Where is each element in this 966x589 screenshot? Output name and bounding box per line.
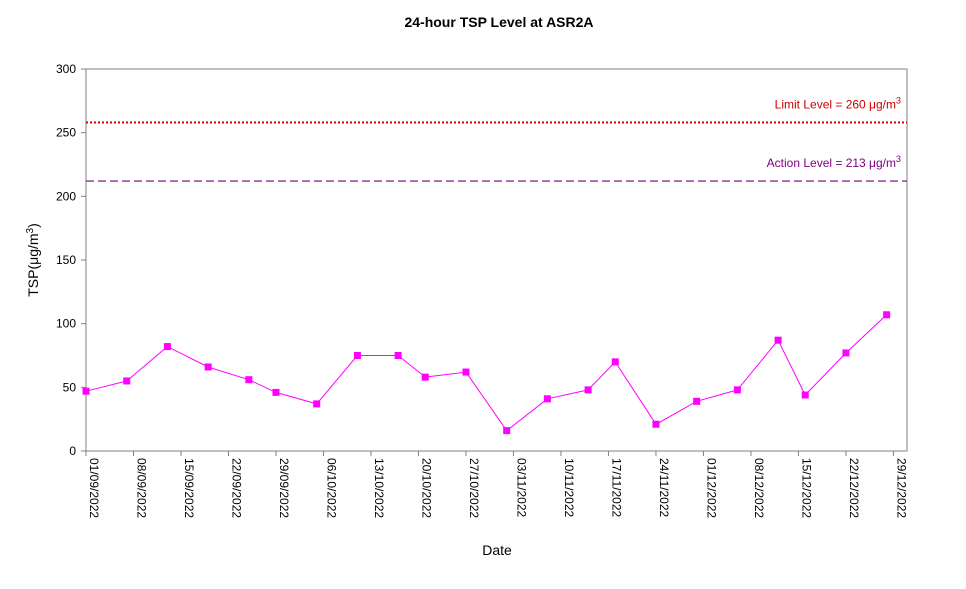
data-point [652,420,660,428]
data-point [503,427,511,435]
x-axis-label: Date [482,542,512,558]
y-tick-label: 150 [56,253,76,267]
data-point [353,352,361,359]
y-tick-label: 100 [56,317,76,331]
x-tick-label: 01/12/2022 [704,458,718,518]
data-point [883,311,891,319]
data-point [584,386,592,394]
x-tick-label: 22/12/2022 [847,458,861,518]
data-point [272,388,280,396]
y-tick-label: 300 [56,62,76,76]
y-tick-label: 0 [69,444,76,458]
data-point [245,376,253,384]
data-point [543,395,551,403]
x-tick-label: 13/10/2022 [372,458,386,518]
x-tick-label: 15/12/2022 [799,458,813,518]
y-tick-label: 250 [56,126,76,140]
data-point [163,343,171,351]
data-point [82,387,90,395]
reference-line-label: Limit Level = 260 μg/m3 [775,95,901,111]
x-tick-label: 08/09/2022 [134,458,148,518]
plot-area [85,68,908,452]
data-point [204,363,212,371]
x-tick-label: 03/11/2022 [514,458,528,517]
data-point [733,386,741,394]
x-tick-label: 29/09/2022 [277,458,291,518]
x-tick-label: 17/11/2022 [609,458,623,517]
y-axis-label: TSP(μg/m3) [25,223,41,297]
data-point [421,373,429,381]
reference-lines: Limit Level = 260 μg/m3 Action Level = 21… [86,95,907,182]
chart-title: 24-hour TSP Level at ASR2A [404,14,593,30]
data-point [462,368,470,376]
x-tick-label: 27/10/2022 [467,458,481,518]
data-point [693,397,701,405]
x-tick-label: 15/09/2022 [182,458,196,518]
x-tick-label: 24/11/2022 [657,458,671,517]
x-tick-label: 22/09/2022 [229,458,243,518]
x-tick-label: 20/10/2022 [419,458,433,518]
data-point [611,358,619,366]
series-line [85,314,887,432]
x-tick-label: 08/12/2022 [752,458,766,518]
y-tick-label: 50 [63,380,77,394]
x-axis: 01/09/2022 08/09/2022 15/09/2022 22/09/2022… [85,451,908,518]
x-tick-label: 29/12/2022 [894,458,908,518]
x-tick-label: 06/10/2022 [324,458,338,518]
series-group [82,311,891,435]
data-point [842,349,850,357]
reference-line-label: Action Level = 213 μg/m3 [767,154,901,170]
x-tick-label: 01/09/2022 [87,458,101,518]
data-point [313,400,321,408]
data-point [123,377,131,385]
y-axis-label-superscript: 3 [25,227,36,233]
data-point [801,391,809,399]
data-point [394,352,402,359]
y-axis: 0 50 100 150 200 250 300 [56,62,86,458]
x-tick-label: 10/11/2022 [562,458,576,517]
data-point [774,336,782,344]
y-tick-label: 200 [56,189,76,203]
